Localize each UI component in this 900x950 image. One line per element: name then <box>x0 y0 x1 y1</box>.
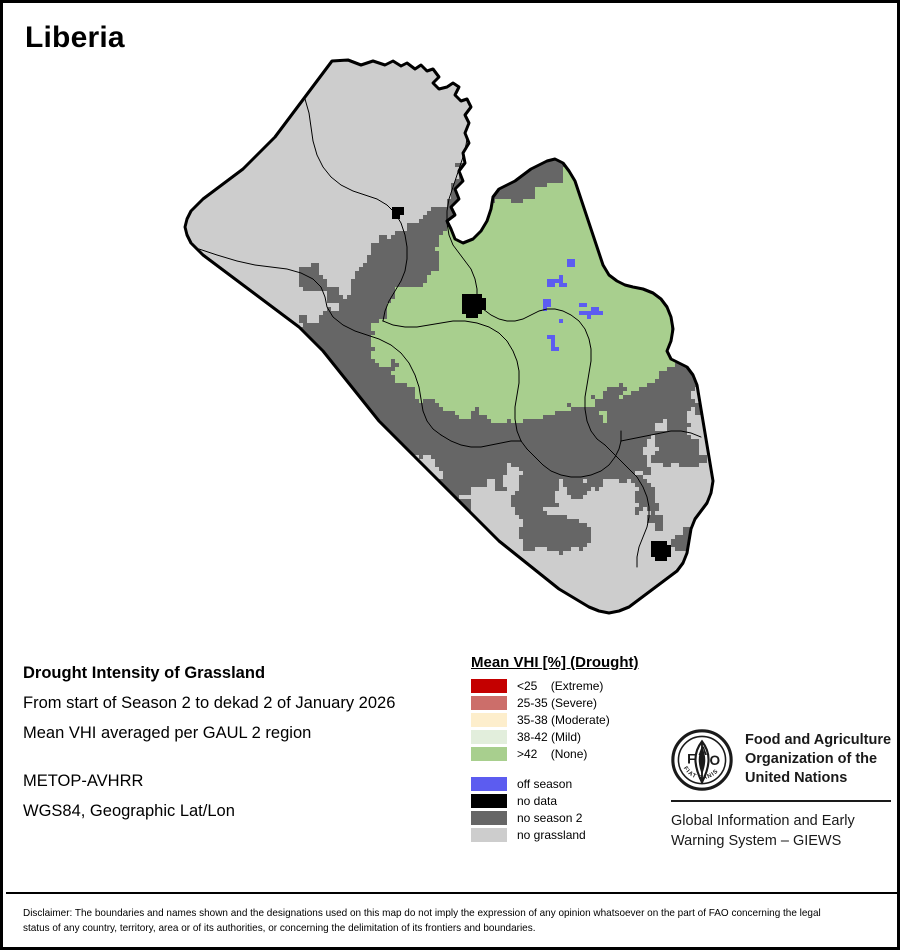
metadata-aggregation: Mean VHI averaged per GAUL 2 region <box>23 724 312 742</box>
legend-class-swatch <box>471 746 507 761</box>
legend-class-swatch <box>471 695 507 710</box>
legend-status-label: no season 2 <box>517 810 583 825</box>
legend-status-list: off season no data no season 2 no grassland <box>471 775 681 843</box>
fao-divider <box>671 800 891 802</box>
metadata-heading: Drought Intensity of Grassland <box>23 664 266 682</box>
drought-map-canvas[interactable] <box>3 47 897 647</box>
legend-spacer <box>471 762 681 775</box>
metadata-projection: WGS84, Geographic Lat/Lon <box>23 802 235 820</box>
fao-organization-name: Food and Agriculture Organization of the U… <box>745 732 892 786</box>
legend-class-label: >42 (None) <box>517 746 588 761</box>
legend-status-label: no data <box>517 793 558 808</box>
svg-text:F: F <box>687 752 695 767</box>
legend-status-row: no grassland <box>471 826 681 843</box>
legend-status-row: off season <box>471 775 681 792</box>
legend-title: Mean VHI [%] (Drought) <box>471 654 639 671</box>
legend-class-swatch <box>471 678 507 693</box>
legend-class-label: 38-42 (Mild) <box>517 729 582 744</box>
legend-class-swatch <box>471 729 507 744</box>
legend-class-row: 38-42 (Mild) <box>471 728 681 745</box>
metadata-period: From start of Season 2 to dekad 2 of Jan… <box>23 694 396 712</box>
legend-status-label: no grassland <box>517 827 586 842</box>
legend-class-row: 25-35 (Severe) <box>471 694 681 711</box>
giews-system-name: Global Information and Early Warning Syst… <box>671 813 855 849</box>
legend-status-row: no season 2 <box>471 809 681 826</box>
legend-class-row: >42 (None) <box>471 745 681 762</box>
legend-class-list: <25 (Extreme) 25-35 (Severe) 35-38 (Modera… <box>471 677 681 762</box>
legend-class-row: 35-38 (Moderate) <box>471 711 681 728</box>
legend-class-swatch <box>471 712 507 727</box>
map-metadata: Drought Intensity of Grassland From star… <box>23 658 453 826</box>
svg-text:A: A <box>698 744 707 758</box>
fao-branding: F A O FIAT PANIS Food and Agriculture Org… <box>671 729 893 851</box>
map-legend: Mean VHI [%] (Drought) <25 (Extreme) 25-3… <box>471 654 681 843</box>
fao-header: F A O FIAT PANIS Food and Agriculture Org… <box>671 729 893 791</box>
svg-text:O: O <box>709 753 720 768</box>
legend-status-swatch <box>471 810 507 825</box>
legend-class-label: <25 (Extreme) <box>517 678 604 693</box>
legend-status-row: no data <box>471 792 681 809</box>
disclaimer-text: Disclaimer: The boundaries and names sho… <box>23 907 821 934</box>
legend-status-label: off season <box>517 776 573 791</box>
map-figure <box>3 47 897 647</box>
metadata-spacer <box>23 748 453 766</box>
legend-class-row: <25 (Extreme) <box>471 677 681 694</box>
disclaimer-divider <box>6 892 897 894</box>
legend-status-swatch <box>471 793 507 808</box>
fao-logo-icon: F A O FIAT PANIS <box>671 729 733 791</box>
metadata-sensor: METOP-AVHRR <box>23 772 144 790</box>
legend-status-swatch <box>471 776 507 791</box>
legend-status-swatch <box>471 827 507 842</box>
legend-class-label: 35-38 (Moderate) <box>517 712 610 727</box>
legend-class-label: 25-35 (Severe) <box>517 695 598 710</box>
